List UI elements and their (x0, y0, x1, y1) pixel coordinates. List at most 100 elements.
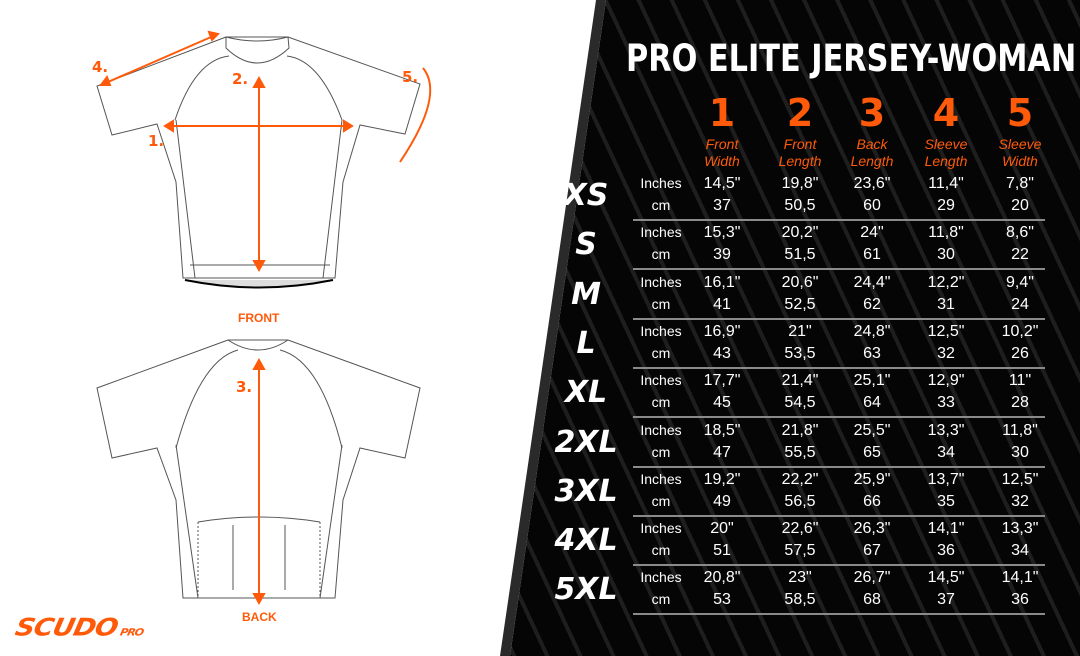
value-inches: 20,6" (781, 273, 819, 291)
value-inches: 12,5" (1001, 470, 1039, 488)
unit-cm: cm (651, 542, 671, 559)
value-inches: 10,2" (1001, 322, 1039, 340)
row-divider (633, 219, 1045, 221)
value-inches: 15,3" (703, 224, 741, 242)
row-divider (633, 268, 1045, 271)
measurement-arrows (99, 30, 432, 606)
marker-3: 3. (236, 378, 252, 396)
unit-inches: Inches (640, 273, 682, 290)
unit-cm: cm (651, 443, 671, 460)
unit-inches: Inches (640, 421, 682, 438)
value-inches: 12,9" (927, 372, 965, 390)
value-cm: 67 (863, 542, 881, 560)
unit-inches: Inches (640, 470, 682, 487)
value-cm: 52,5 (784, 295, 816, 313)
marker-4: 4. (92, 58, 108, 76)
value-inches: 7,8" (1006, 175, 1034, 192)
column-header: 2 Front Length (760, 90, 840, 170)
value-cm: 68 (863, 591, 881, 609)
jersey-diagram: 1. 2. 3. 4. 5. (92, 30, 432, 606)
value-cm: 32 (1011, 492, 1029, 510)
column-header: 3 Back Length (832, 90, 912, 170)
value-cm: 36 (937, 542, 955, 560)
unit-inches: Inches (640, 520, 682, 537)
value-cm: 62 (863, 295, 881, 313)
column-label: Back Length (850, 136, 894, 169)
brand-logo: SCUDOPRO (12, 613, 145, 642)
column-number: 2 (786, 91, 814, 135)
value-cm: 53 (713, 591, 731, 609)
unit-cm: cm (651, 492, 671, 509)
column-number: 4 (932, 91, 960, 135)
back-label: BACK (242, 610, 277, 624)
value-inches: 20,8" (703, 569, 741, 587)
value-inches: 12,5" (927, 322, 965, 340)
value-cm: 60 (863, 197, 881, 214)
value-inches: 19,8" (781, 175, 819, 192)
value-inches: 26,3" (853, 520, 891, 538)
value-cm: 64 (863, 394, 881, 412)
front-label: FRONT (238, 311, 280, 325)
value-inches: 18,5" (703, 421, 741, 439)
value-cm: 63 (863, 344, 881, 362)
value-cm: 28 (1011, 394, 1029, 412)
value-cm: 29 (937, 197, 955, 214)
value-cm: 57,5 (784, 542, 816, 560)
marker-5: 5. (402, 68, 418, 86)
value-cm: 61 (863, 246, 881, 264)
table-row: 4XL Inches cm 20" 22,6" 26,3" 14,1" 13,3" 51 57,5… (0, 517, 1080, 567)
row-divider (633, 317, 1045, 320)
value-inches: 8,6" (1006, 224, 1034, 242)
value-cm: 30 (1011, 443, 1029, 461)
value-cm: 30 (937, 246, 955, 264)
value-cm: 53,5 (784, 344, 816, 362)
value-inches: 11,4" (928, 175, 964, 192)
row-divider (633, 613, 1045, 616)
value-cm: 35 (937, 492, 955, 510)
marker-2: 2. (232, 70, 248, 88)
column-label: Front Length (778, 136, 822, 169)
value-cm: 43 (713, 344, 731, 362)
value-cm: 55,5 (784, 443, 816, 461)
value-inches: 16,9" (703, 322, 741, 340)
value-cm: 34 (1011, 542, 1029, 560)
unit-cm: cm (651, 394, 671, 411)
value-cm: 41 (713, 295, 731, 313)
table-row: S Inches cm 15,3" 20,2" 24" 11,8" 8,6" 39 51,5 61 3… (0, 221, 1080, 271)
value-inches: 13,7" (927, 470, 965, 488)
value-inches: 11,8" (1002, 421, 1038, 439)
value-inches: 26,7" (853, 569, 891, 587)
value-cm: 45 (713, 394, 731, 412)
value-cm: 37 (937, 591, 955, 609)
value-inches: 13,3" (927, 421, 965, 439)
value-inches: 16,1" (703, 273, 741, 291)
column-number: 5 (1006, 91, 1034, 135)
table-row: L Inches cm 16,9" 21" 24,8" 12,5" 10,2" 43 53,5 63… (0, 320, 1080, 369)
unit-inches: Inches (640, 224, 682, 241)
size-label: 2XL (554, 424, 618, 460)
unit-cm: cm (651, 246, 671, 263)
value-cm: 56,5 (784, 492, 816, 510)
value-cm: 47 (713, 443, 731, 461)
value-cm: 33 (937, 394, 955, 412)
unit-cm: cm (651, 295, 671, 312)
column-label: Front Width (704, 136, 740, 169)
value-inches: 19,2" (703, 470, 741, 488)
size-label: 4XL (554, 523, 618, 559)
unit-cm: cm (651, 344, 671, 361)
row-divider (633, 514, 1045, 517)
value-cm: 50,5 (784, 197, 816, 214)
unit-inches: Inches (640, 372, 682, 389)
value-cm: 36 (1011, 591, 1029, 609)
value-inches: 17,7" (703, 372, 741, 390)
size-label: M (571, 276, 601, 312)
value-inches: 21" (788, 322, 812, 340)
value-cm: 24 (1011, 295, 1029, 313)
value-inches: 25,1" (853, 372, 891, 390)
value-cm: 31 (937, 295, 955, 313)
table-row: M Inches cm 16,1" 20,6" 24,4" 12,2" 9,4" 41 52,5 6… (0, 271, 1080, 320)
unit-inches: Inches (640, 175, 682, 191)
marker-1: 1. (148, 132, 164, 150)
table-row: XL Inches cm 17,7" 21,4" 25,1" 12,9" 11" 45 54,5 6… (0, 369, 1080, 419)
size-label: XL (564, 375, 608, 411)
